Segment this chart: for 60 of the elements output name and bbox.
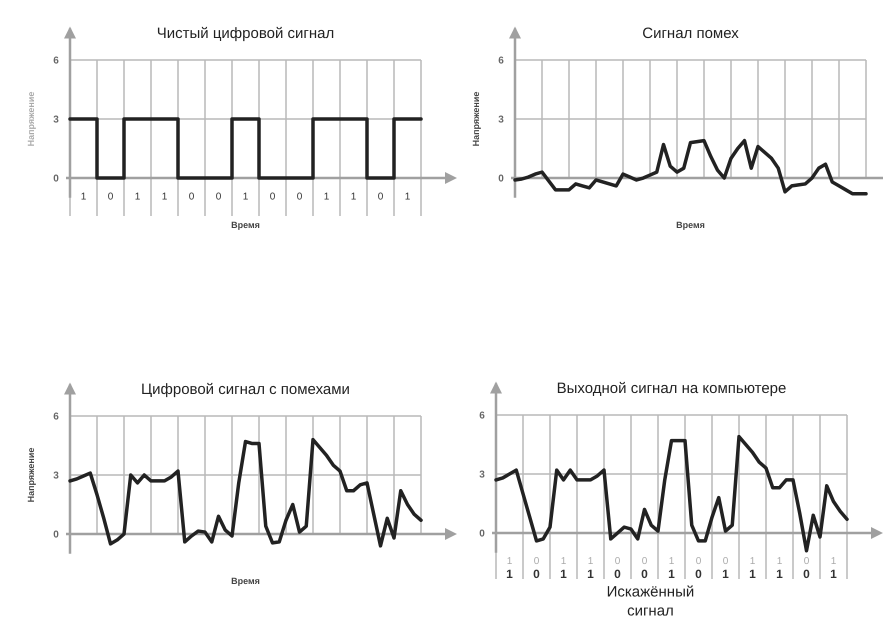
category-label: 1: [749, 566, 756, 581]
chart-title: Сигнал помех: [642, 25, 740, 42]
chart-title: Чистый цифровой сигнал: [156, 25, 334, 42]
x-tick-label: 1: [668, 556, 675, 568]
category-label: 1: [830, 566, 837, 581]
y-tick-label: 3: [479, 470, 486, 481]
y-tick-label: 3: [53, 114, 60, 126]
x-tick-label: 0: [642, 556, 648, 568]
y-axis-title: Напряжение: [26, 92, 36, 146]
y-tick-label: 6: [53, 56, 60, 66]
y-tick-label: 3: [53, 470, 60, 482]
x-tick-label: 0: [296, 192, 303, 203]
x-tick-label: 0: [216, 192, 222, 203]
category-label: 1: [506, 566, 513, 581]
category-label: 1: [587, 566, 594, 581]
x-tick-label: 0: [378, 192, 384, 203]
y-tick-label: 0: [498, 174, 504, 185]
y-tick-label: 0: [53, 530, 60, 541]
x-tick-label: 1: [776, 556, 783, 568]
x-tick-label: 1: [324, 192, 330, 203]
category-label: 1: [668, 566, 675, 581]
x-tick-label: 1: [830, 556, 837, 568]
category-label: 0: [641, 566, 648, 581]
text: Искажённый сигнал: [606, 584, 694, 619]
chart-title: Цифровой сигнал с помехами: [141, 381, 350, 398]
y-tick-label: 6: [479, 410, 486, 422]
y-tick-label: 6: [53, 412, 60, 422]
x-tick-label: 1: [750, 556, 756, 568]
x-tick-label: 0: [270, 192, 276, 203]
x-tick-label: 1: [506, 556, 513, 568]
y-tick-label: 0: [479, 528, 486, 540]
category-label: 0: [614, 566, 621, 581]
x-tick-label: 1: [80, 192, 87, 203]
x-tick-label: 0: [534, 556, 540, 568]
x-axis-title: Время: [231, 220, 260, 230]
x-tick-label: 1: [162, 192, 168, 203]
x-tick-label: 0: [804, 556, 810, 568]
category-label: 0: [803, 566, 810, 581]
x-tick-label: 1: [560, 556, 567, 568]
x-tick-label: 1: [350, 192, 357, 203]
y-axis-title: Напряжение: [26, 448, 36, 502]
y-axis-title: Напряжение: [471, 92, 481, 146]
x-tick-label: 0: [188, 192, 195, 203]
x-axis-title: Время: [231, 576, 260, 586]
x-axis-title: Время: [676, 220, 705, 230]
y-tick-label: 6: [498, 56, 504, 66]
x-tick-label: 0: [108, 192, 114, 203]
y-tick-label: 3: [498, 114, 504, 126]
chart-title: Выходной сигнал на компьютере: [556, 380, 786, 397]
x-tick-label: 1: [242, 192, 249, 203]
category-label: 1: [776, 566, 783, 581]
x-tick-label: 0: [696, 556, 702, 568]
category-label: 1: [560, 566, 567, 581]
category-label: 0: [695, 566, 702, 581]
y-tick-label: 0: [53, 174, 60, 185]
x-tick-label: 0: [614, 556, 621, 568]
x-tick-label: 1: [404, 192, 411, 203]
x-tick-label: 1: [134, 192, 141, 203]
x-tick-label: 1: [588, 556, 594, 568]
category-label: 0: [533, 566, 540, 581]
